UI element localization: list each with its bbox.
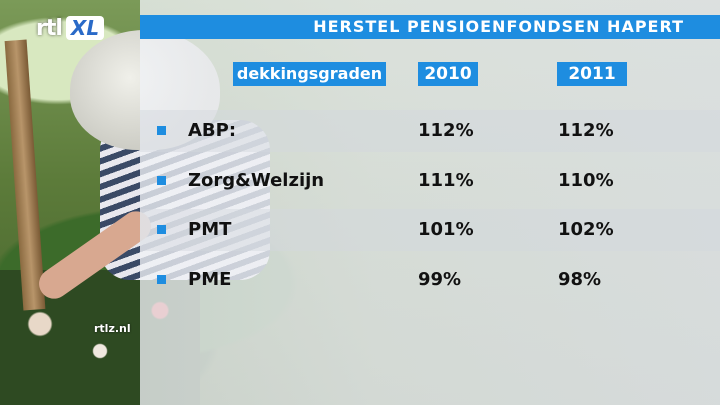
- value-2011: 112%: [558, 120, 614, 141]
- fund-name: Zorg&Welzijn: [188, 170, 325, 191]
- channel-logo: rtl XL: [36, 14, 105, 42]
- header-2011: 2011: [557, 62, 627, 86]
- value-2011: 110%: [558, 170, 614, 191]
- table-row: Zorg&Welzijn 111% 110%: [140, 160, 720, 202]
- logo-xl-text: XL: [65, 16, 105, 40]
- header-2010: 2010: [418, 62, 478, 86]
- logo-rtl-text: rtl: [36, 15, 63, 41]
- value-2010: 99%: [418, 269, 462, 290]
- value-2011: 102%: [558, 219, 614, 240]
- value-2011: 98%: [558, 269, 602, 290]
- fund-name: ABP:: [188, 120, 237, 141]
- bullet-icon: [157, 126, 166, 135]
- fund-name: PME: [188, 269, 232, 290]
- value-2010: 111%: [418, 170, 474, 191]
- table-row: ABP: 112% 112%: [140, 110, 720, 152]
- header-label: dekkingsgraden: [233, 62, 386, 86]
- bullet-icon: [157, 275, 166, 284]
- value-2010: 101%: [418, 219, 474, 240]
- table-row: PME 99% 98%: [140, 259, 720, 301]
- watermark: rtlz.nl: [94, 322, 131, 335]
- page-title: HERSTEL PENSIOENFONDSEN HAPERT: [313, 17, 684, 36]
- value-2010: 112%: [418, 120, 474, 141]
- bullet-icon: [157, 225, 166, 234]
- table-row: PMT 101% 102%: [140, 209, 720, 251]
- title-bar: HERSTEL PENSIOENFONDSEN HAPERT: [140, 15, 720, 39]
- bullet-icon: [157, 176, 166, 185]
- fund-name: PMT: [188, 219, 232, 240]
- info-panel: [140, 0, 720, 405]
